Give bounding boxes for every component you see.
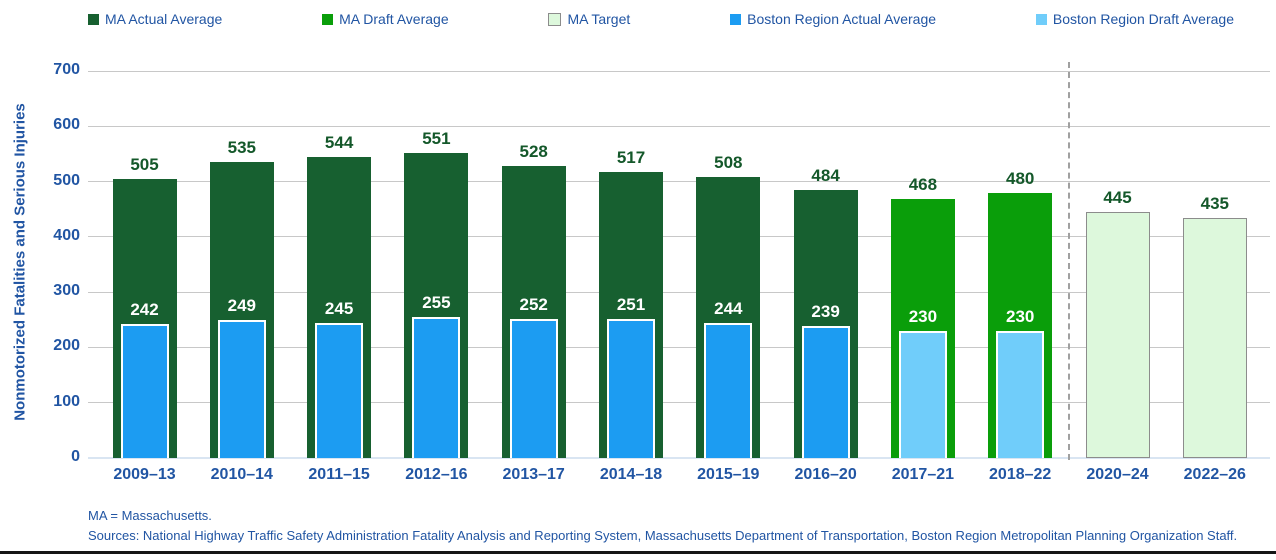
legend-item: Boston Region Actual Average [730,11,936,27]
ma-actual-swatch-icon [88,13,99,25]
ma-draft-swatch-icon [322,13,334,25]
bar-value-label: 505 [130,154,159,174]
boston-value-label: 252 [519,294,548,314]
ma-bar [1085,211,1150,458]
y-tick-label: 100 [53,392,80,410]
x-tick-label: 2014–18 [599,466,663,483]
bar-value-label: 445 [1103,187,1132,207]
x-axis-line [88,457,1270,459]
bar-value-label: 544 [324,133,354,153]
legend-label: MA Target [567,11,631,27]
bottom-rule [0,551,1276,554]
gridline [88,346,1270,348]
boston-value-label: 230 [1006,306,1035,326]
bar-value-label: 535 [227,138,256,158]
gridline [88,70,1270,72]
bar-value-label: 517 [616,148,646,168]
gridline [88,181,1270,183]
y-tick-label: 300 [53,282,80,300]
gridline [88,402,1270,404]
bar-value-label: 508 [714,153,743,173]
legend-label: Boston Region Actual Average [747,11,937,27]
boston-value-label: 242 [130,300,159,320]
x-tick-label: 2012–16 [405,466,468,483]
bar-value-label: 468 [908,175,938,195]
x-tick-label: 2016–20 [794,466,857,483]
boston-bar [217,320,266,458]
y-tick-label: 700 [53,61,80,78]
x-tick-label: 2010–14 [210,466,273,483]
boston-bar [412,317,461,458]
boston-bar [801,325,850,458]
legend-label: Boston Region Draft Average [1052,11,1234,27]
boston-value-label: 230 [908,306,938,326]
y-tick-label: 200 [53,337,80,355]
legend-item: Boston Region Draft Average [1035,11,1234,27]
x-tick-label: 2022–26 [1183,466,1246,483]
x-tick-label: 2018–22 [989,466,1052,483]
boston-value-label: 251 [616,295,646,315]
boston-value-label: 239 [811,301,840,321]
y-axis-title: Nonmotorized Fatalities and Serious Inju… [11,103,29,421]
ma-bar [1182,217,1247,458]
legend-item: MA Actual Average [88,11,222,27]
legend-label: MA Draft Average [339,11,449,27]
bar-value-label: 528 [519,142,548,162]
bar-value-label: 480 [1006,168,1035,188]
boston-draft-swatch-icon [1035,13,1047,25]
gridline [88,236,1270,238]
bar-value-label: 435 [1200,193,1229,213]
footer-sources: Sources: National Highway Traffic Safety… [88,528,1238,543]
bar-value-label: 484 [811,166,840,186]
x-tick-label: 2020–24 [1086,466,1149,483]
y-tick-label: 0 [71,448,80,465]
boston-value-label: 245 [324,298,354,318]
footer-note: MA = Massachusetts. [88,508,212,523]
legend-item: MA Draft Average [322,11,449,27]
gridline [88,291,1270,293]
boston-bar [120,324,169,458]
y-tick-label: 400 [53,226,80,244]
legend-item: MA Target [548,11,630,27]
y-tick-label: 500 [53,171,80,189]
x-tick-label: 2017–21 [891,466,955,483]
boston-value-label: 249 [227,296,256,316]
bar-value-label: 551 [422,129,451,149]
legend: MA Actual Average MA Draft Average MA Targ… [88,8,1234,30]
boston-bar [607,319,655,458]
boston-actual-swatch-icon [730,13,742,25]
boston-bar [996,330,1045,458]
x-tick-label: 2011–15 [308,466,370,483]
x-tick-label: 2009–13 [113,466,176,483]
ma-target-swatch-icon [548,12,562,26]
divider-dashed-line [1067,62,1070,460]
boston-bar [704,323,753,458]
gridline [88,125,1270,127]
x-tick-label: 2013–17 [502,466,565,483]
y-tick-label: 600 [53,116,80,134]
x-tick-label: 2015–19 [697,466,760,483]
boston-value-label: 244 [714,299,743,319]
legend-label: MA Actual Average [105,11,223,27]
boston-bar [315,322,364,458]
boston-bar [898,330,947,458]
boston-bar [509,318,558,458]
boston-value-label: 255 [422,293,451,313]
